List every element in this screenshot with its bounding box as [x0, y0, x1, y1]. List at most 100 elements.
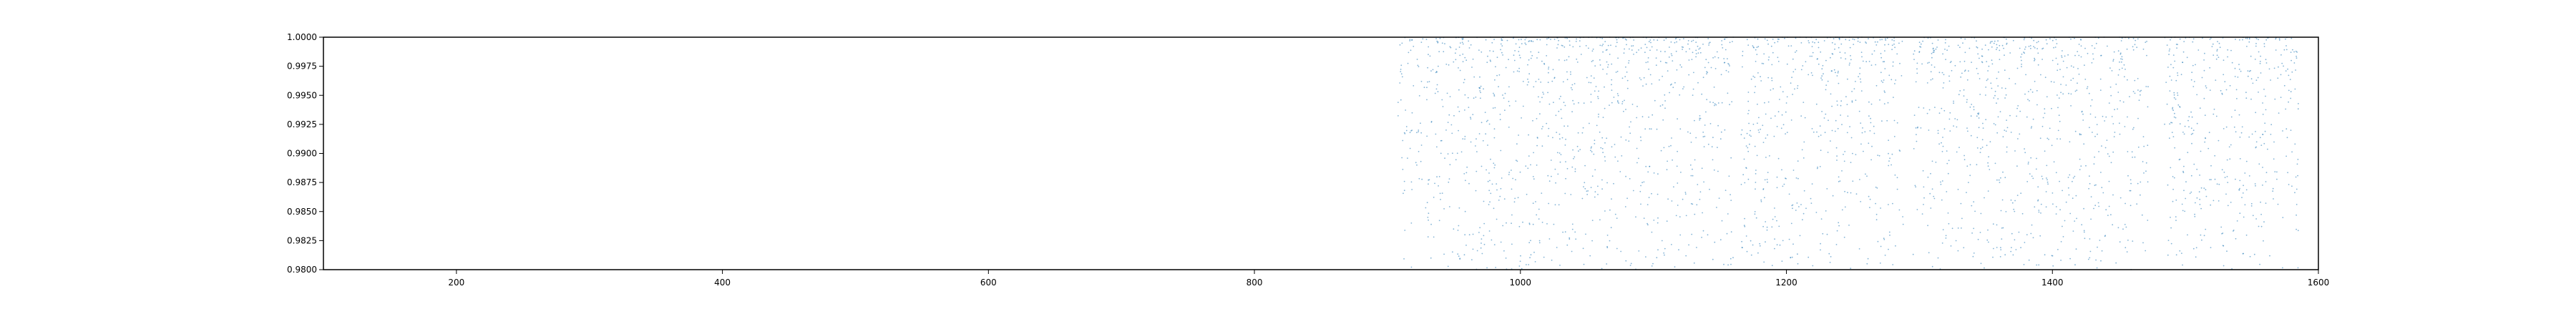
- data-point: [1742, 51, 1744, 52]
- data-point: [1463, 254, 1465, 256]
- data-point: [2245, 160, 2248, 162]
- data-point: [2062, 190, 2064, 192]
- data-point: [1927, 176, 1929, 178]
- data-point: [1438, 65, 1439, 67]
- data-point: [2192, 247, 2195, 250]
- data-point: [1606, 73, 1608, 75]
- data-point: [1536, 144, 1538, 147]
- data-point: [2269, 255, 2270, 257]
- data-point: [1883, 90, 1885, 92]
- data-point: [1708, 44, 1710, 46]
- data-point: [1479, 76, 1480, 78]
- data-point: [1792, 243, 1794, 245]
- data-point: [1742, 66, 1743, 68]
- data-point: [1666, 169, 1668, 171]
- data-point: [2170, 79, 2172, 81]
- data-point: [2060, 84, 2062, 85]
- x-tick-label: 200: [448, 278, 464, 288]
- data-point: [1611, 102, 1613, 104]
- data-point: [1887, 102, 1889, 104]
- data-point: [1795, 37, 1797, 39]
- data-point: [1625, 109, 1626, 110]
- data-point: [1982, 127, 1984, 129]
- data-point: [2036, 48, 2039, 49]
- data-point: [1662, 119, 1664, 121]
- data-point: [1986, 61, 1988, 62]
- data-point: [1950, 61, 1952, 62]
- data-point: [2192, 38, 2195, 40]
- data-point: [1701, 237, 1703, 238]
- data-point: [2005, 94, 2007, 96]
- data-point: [1933, 67, 1936, 68]
- data-point: [2119, 241, 2121, 243]
- data-point: [1747, 100, 1750, 102]
- data-point: [1644, 128, 1646, 130]
- data-point: [1943, 82, 1945, 84]
- data-point: [2000, 247, 2001, 249]
- data-point: [1606, 182, 1609, 184]
- data-point: [1528, 264, 1530, 265]
- data-point: [1515, 100, 1517, 102]
- data-point: [2010, 250, 2012, 252]
- data-point: [1996, 179, 1998, 181]
- data-point: [2248, 38, 2250, 40]
- data-point: [1697, 45, 1699, 47]
- data-point: [1672, 159, 1674, 161]
- data-point: [2101, 145, 2102, 147]
- data-point: [1805, 61, 1807, 63]
- data-point: [1571, 166, 1574, 168]
- data-point: [2072, 77, 2074, 79]
- data-point: [1774, 41, 1776, 44]
- data-point: [2214, 154, 2216, 157]
- data-point: [1835, 244, 1838, 245]
- data-point: [1493, 162, 1495, 165]
- data-point: [1521, 39, 1522, 41]
- data-point: [1499, 114, 1501, 115]
- data-point: [2016, 195, 2019, 196]
- data-point: [1696, 204, 1698, 206]
- data-point: [2030, 47, 2031, 49]
- data-point: [1682, 198, 1684, 200]
- data-point: [2026, 181, 2029, 182]
- data-point: [1844, 206, 1846, 208]
- data-point: [2032, 177, 2034, 180]
- data-point: [1631, 104, 1634, 105]
- data-point: [1548, 127, 1550, 129]
- data-point: [1752, 123, 1755, 125]
- data-point: [1466, 166, 1468, 168]
- data-point: [1602, 69, 1604, 70]
- data-point: [2091, 62, 2093, 64]
- data-point: [1780, 127, 1782, 129]
- data-point: [1485, 169, 1488, 171]
- data-point: [1526, 264, 1527, 265]
- data-point: [1652, 114, 1654, 116]
- data-point: [1993, 97, 1995, 99]
- data-point: [2194, 213, 2196, 215]
- data-point: [1671, 83, 1672, 85]
- data-point: [2292, 49, 2293, 51]
- data-point: [2021, 66, 2022, 68]
- data-point: [1632, 45, 1634, 46]
- data-point: [1561, 137, 1563, 139]
- data-point: [2243, 252, 2245, 255]
- data-point: [1458, 46, 1460, 48]
- data-point: [1976, 40, 1977, 42]
- data-point: [2255, 146, 2257, 148]
- data-point: [1989, 42, 1991, 44]
- data-point: [1991, 41, 1993, 42]
- data-point: [1599, 44, 1601, 46]
- data-point: [2252, 215, 2254, 217]
- data-point: [2014, 210, 2016, 212]
- data-point: [2241, 197, 2243, 198]
- data-point: [2093, 163, 2095, 165]
- data-point: [2263, 142, 2265, 144]
- data-point: [1772, 218, 1774, 220]
- data-point: [1913, 148, 1915, 149]
- data-point: [2147, 86, 2149, 88]
- data-point: [1888, 139, 1890, 142]
- data-point: [1606, 263, 1608, 265]
- data-point: [1649, 49, 1651, 52]
- data-point: [2006, 151, 2008, 153]
- data-point: [2262, 134, 2264, 135]
- data-point: [2094, 47, 2096, 49]
